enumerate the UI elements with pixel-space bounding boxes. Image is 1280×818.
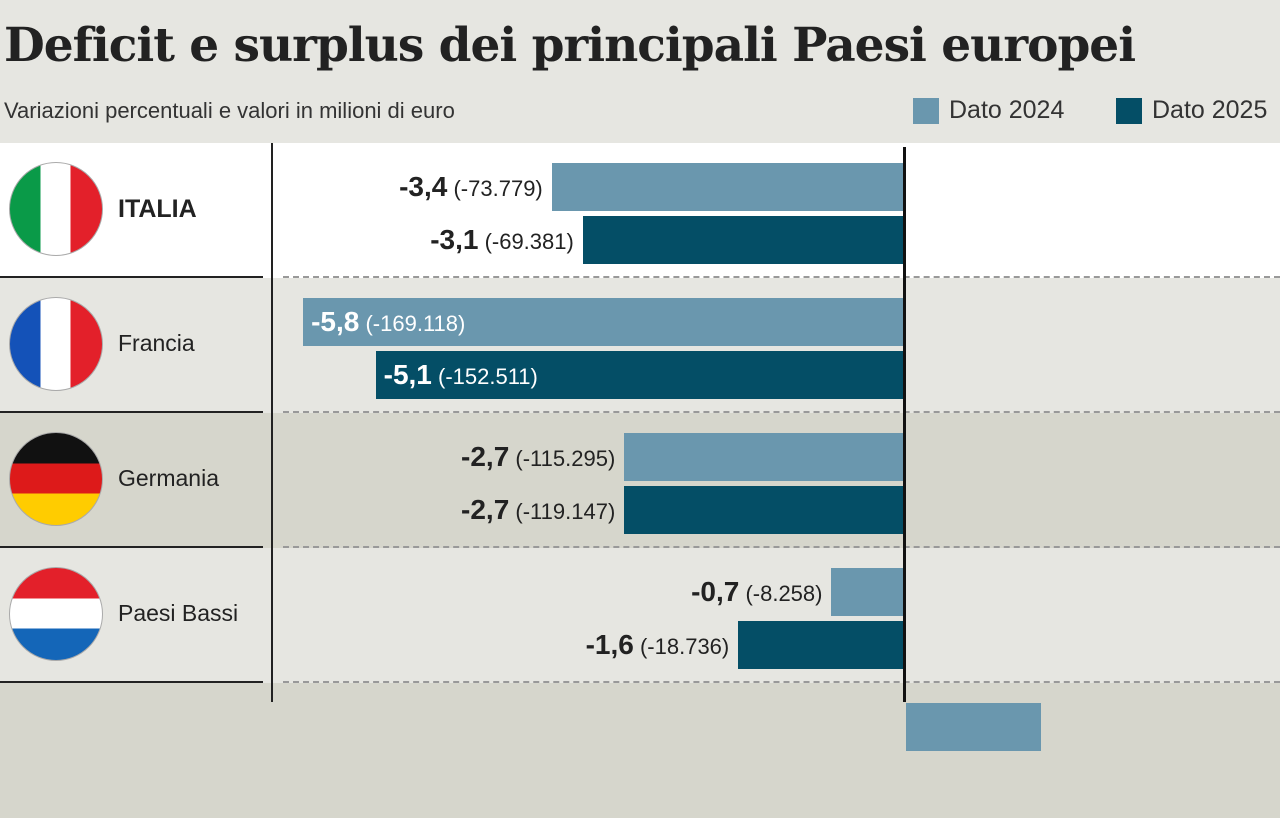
row-italia: ITALIA -3,4 (-73.779) -3,1 (-69.381)	[0, 143, 1280, 278]
country-label: ITALIA	[0, 143, 263, 278]
row-paesi-bassi: Paesi Bassi -0,7 (-8.258) -1,6 (-18.736)	[0, 548, 1280, 683]
flag-icon	[9, 162, 103, 256]
data-label: -2,7 (-119.147)	[461, 486, 615, 536]
value-label: -0,7	[691, 576, 740, 607]
zero-axis	[903, 147, 906, 702]
data-label: -5,1 (-152.511)	[384, 351, 538, 401]
chart-subtitle: Variazioni percentuali e valori in milio…	[4, 98, 455, 123]
country-name: ITALIA	[118, 195, 197, 223]
data-label: -3,1 (-69.381)	[430, 216, 574, 266]
row-divider	[283, 276, 1280, 278]
value-label: -5,1	[383, 359, 432, 390]
bar-2025	[624, 486, 904, 534]
label-divider	[271, 143, 273, 702]
country-label: Paesi Bassi	[0, 548, 263, 683]
bar-2024	[303, 298, 904, 346]
amount-label: (-73.779)	[453, 176, 543, 201]
amount-label: (-119.147)	[515, 499, 616, 524]
country-label: Germania	[0, 413, 263, 548]
bar-chart: ITALIA -3,4 (-73.779) -3,1 (-69.381) Franci…	[0, 143, 1280, 818]
flag-icon	[9, 432, 103, 526]
bar-2025	[375, 351, 904, 399]
bar-2025	[582, 216, 904, 264]
legend-swatch	[913, 97, 939, 124]
amount-label: (-8.258)	[745, 581, 823, 606]
data-label: -1,6 (-18.736)	[586, 621, 730, 671]
value-label: -2,7	[461, 441, 510, 472]
bar-2024	[906, 703, 1041, 751]
row-francia: Francia -5,8 (-169.118) -5,1 (-152.511)	[0, 278, 1280, 413]
value-label: -5,8	[311, 306, 360, 337]
value-label: -1,6	[585, 629, 634, 660]
amount-label: (-169.118)	[365, 311, 466, 336]
bar-2024	[624, 433, 904, 481]
data-label: -5,8 (-169.118)	[311, 298, 465, 348]
data-label: -0,7 (-8.258)	[691, 568, 822, 618]
country-name: Paesi Bassi	[118, 600, 239, 626]
value-label: -3,4	[399, 171, 448, 202]
chart-title: Deficit e surplus dei principali Paesi e…	[4, 18, 1136, 73]
legend-item-2025: Dato 2025	[1116, 96, 1267, 125]
bar-2024	[551, 163, 904, 211]
amount-label: (-115.295)	[515, 446, 616, 471]
legend-label: Dato 2025	[1152, 96, 1268, 124]
row-divider	[283, 411, 1280, 413]
legend-swatch	[1116, 97, 1142, 124]
flag-icon	[9, 297, 103, 391]
flag-icon	[9, 567, 103, 661]
amount-label: (-152.511)	[438, 364, 538, 389]
legend-item-2024: Dato 2024	[913, 96, 1064, 125]
country-name: Francia	[118, 330, 195, 356]
value-label: -3,1	[430, 224, 479, 255]
row-divider	[283, 546, 1280, 548]
row-divider	[283, 681, 1280, 683]
value-label: -2,7	[461, 494, 510, 525]
data-label: -3,4 (-73.779)	[399, 163, 543, 213]
bar-2024	[831, 568, 904, 616]
data-label: -2,7 (-115.295)	[461, 433, 615, 483]
amount-label: (-18.736)	[639, 634, 730, 659]
row-germania: Germania -2,7 (-115.295) -2,7 (-119.147)	[0, 413, 1280, 548]
country-name: Germania	[118, 465, 219, 491]
country-label: Francia	[0, 278, 263, 413]
row-partial	[0, 683, 1280, 818]
legend-label: Dato 2024	[949, 96, 1065, 124]
amount-label: (-69.381)	[484, 229, 574, 254]
bar-2025	[738, 621, 904, 669]
